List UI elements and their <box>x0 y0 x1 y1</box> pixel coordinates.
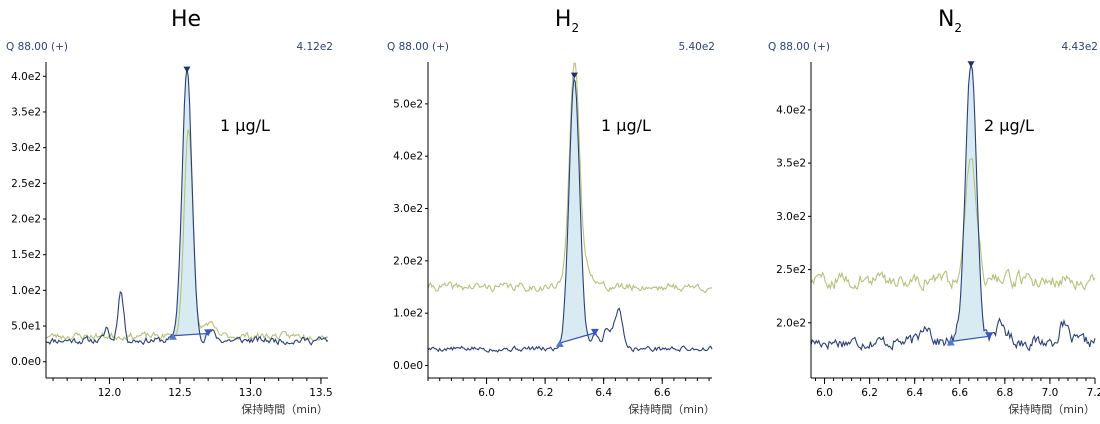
panel-1-y-tick-label: 5.0e1 <box>11 321 41 333</box>
panel-1-y-tick-label: 1.5e2 <box>11 249 41 261</box>
panel-3-x-tick-label: 7.2 <box>1087 387 1100 399</box>
panel-3-integration-baseline <box>950 335 990 343</box>
panel-1-x-tick-label: 13.5 <box>309 387 332 399</box>
panel-1-ion-label: Q 88.00 (+) <box>6 41 68 53</box>
panel-1-y-tick-label: 4.0e2 <box>11 71 41 83</box>
panel-2-reference-line <box>427 62 713 294</box>
panel-3-reference-line <box>810 157 1096 292</box>
panel-2-y-tick-label: 1.0e2 <box>393 308 423 320</box>
panel-3-title: N2 <box>938 7 962 35</box>
panel-1-concentration: 1 μg/L <box>220 116 270 135</box>
panel-1-y-tick-label: 2.0e2 <box>11 214 41 226</box>
panel-3-peak-area <box>950 65 990 342</box>
panel-1-apex-marker <box>183 66 191 73</box>
panel-1-y-tick-label: 0.0e0 <box>11 356 41 368</box>
panel-3-y-tick-label: 4.0e2 <box>776 104 806 116</box>
panel-2-x-tick-label: 6.4 <box>595 387 612 399</box>
panel-3-end-marker <box>985 332 994 340</box>
panel-2-x-axis-title: 保持時間（min） <box>628 402 715 416</box>
panel-1-start-marker <box>168 332 177 340</box>
panel-1-y-tick-label: 2.5e2 <box>11 178 41 190</box>
panel-3-x-tick-label: 6.6 <box>951 387 968 399</box>
panel-2-x-tick-label: 6.6 <box>654 387 671 399</box>
panel-1-x-axis-title: 保持時間（min） <box>241 402 328 416</box>
panel-1-x-tick-label: 13.0 <box>239 387 262 399</box>
panel-3-x-tick-label: 7.0 <box>1042 387 1059 399</box>
panel-2-title: H2 <box>555 7 579 35</box>
panel-1-peak-area <box>172 70 209 338</box>
panel-1-x-tick-label: 12.0 <box>98 387 121 399</box>
panel-1-x-tick-label: 12.5 <box>168 387 191 399</box>
panel-1-integration-baseline <box>172 332 209 337</box>
panel-3-x-tick-label: 6.2 <box>861 387 878 399</box>
panel-2-x-tick-label: 6.2 <box>537 387 554 399</box>
panel-2-sample-line <box>427 77 713 353</box>
panel-3-x-tick-label: 6.4 <box>906 387 923 399</box>
panel-3-sample-line <box>810 64 1096 352</box>
panel-2-end-marker <box>590 328 599 336</box>
panel-2-y-tick-label: 4.0e2 <box>393 151 423 163</box>
panel-2-max-label: 5.40e2 <box>678 41 715 53</box>
panel-1-y-tick-label: 3.0e2 <box>11 142 41 154</box>
panel-3-start-marker <box>946 338 955 346</box>
panel-1-end-marker <box>204 329 213 337</box>
panel-3-y-tick-label: 3.0e2 <box>776 211 806 223</box>
panel-1-title: He <box>171 7 201 32</box>
panel-3-x-tick-label: 6.8 <box>996 387 1013 399</box>
panel-1-reference-line <box>45 129 329 342</box>
panel-3-apex-marker <box>967 61 975 68</box>
panel-2-integration-baseline <box>559 332 596 344</box>
panel-3-x-tick-label: 6.0 <box>816 387 833 399</box>
panel-2-apex-marker <box>570 72 578 79</box>
panel-2-y-tick-label: 2.0e2 <box>393 255 423 267</box>
panel-3-concentration: 2 μg/L <box>984 116 1034 135</box>
panel-1-max-label: 4.12e2 <box>296 41 333 53</box>
panel-3-y-tick-label: 3.5e2 <box>776 158 806 170</box>
panel-3-x-axis-title: 保持時間（min） <box>1008 402 1095 416</box>
panel-2-y-tick-label: 0.0e0 <box>393 360 423 372</box>
panel-2-y-tick-label: 3.0e2 <box>393 203 423 215</box>
panel-3-y-tick-label: 2.0e2 <box>776 317 806 329</box>
panel-2-concentration: 1 μg/L <box>601 116 651 135</box>
panel-2-ion-label: Q 88.00 (+) <box>387 41 449 53</box>
panel-2-start-marker <box>555 340 564 348</box>
panel-2-y-tick-label: 5.0e2 <box>393 98 423 110</box>
panel-2-peak-area <box>559 76 595 343</box>
panel-2-x-tick-label: 6.0 <box>478 387 495 399</box>
panel-3-ion-label: Q 88.00 (+) <box>768 41 830 53</box>
panel-1-y-tick-label: 3.5e2 <box>11 106 41 118</box>
panel-1-y-tick-label: 1.0e2 <box>11 285 41 297</box>
panel-3-max-label: 4.43e2 <box>1061 41 1098 53</box>
panel-3-y-tick-label: 2.5e2 <box>776 264 806 276</box>
